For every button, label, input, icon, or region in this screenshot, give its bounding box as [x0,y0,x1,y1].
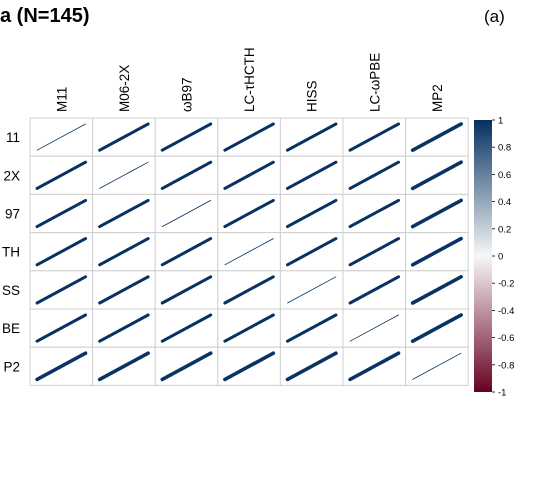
correlation-ellipse [160,275,213,305]
column-label: ωB97 [180,77,195,112]
correlation-ellipse [35,198,88,229]
correlation-ellipse [160,313,213,343]
colorbar-tick-label: -0.4 [498,306,514,317]
column-labels: M11 M06-2X ωB97 LC-τHCTH HISS LC-ωPBE MP2 [54,47,445,112]
column-label: LC-ωPBE [367,53,382,112]
row-labels: 11 2X 97 TH SS BE P2 [2,130,20,374]
correlation-ellipse [410,198,463,229]
correlation-ellipse [348,351,401,382]
correlation-ellipse [36,123,86,151]
colorbar-tick-label: 0.2 [498,224,511,235]
correlation-ellipse [223,198,275,229]
correlation-ellipse [97,351,150,382]
correlation-ellipse [410,313,463,344]
correlation-ellipse [35,351,88,382]
row-label: BE [2,321,20,336]
correlation-ellipse [98,198,150,229]
chart-title: a (N=145) [0,5,90,27]
correlation-ellipse [35,313,88,343]
colorbar-tick-label: 0 [498,252,503,263]
colorbar-gradient [474,120,492,392]
correlation-ellipse [285,313,338,343]
row-label: 2X [3,168,20,183]
row-label: 97 [5,207,20,222]
correlation-ellipse [349,314,399,342]
correlation-ellipse [410,274,463,305]
correlation-ellipse [348,275,401,305]
correlation-ellipse [98,237,150,267]
row-label: SS [2,283,20,298]
matrix-cells [29,117,469,386]
column-label: MP2 [430,84,445,112]
colorbar-tick-label: -1 [498,388,506,399]
colorbar-tick-label: -0.6 [498,333,514,344]
correlation-ellipse [35,160,88,190]
correlation-ellipse [410,160,463,191]
correlation-ellipse [160,160,213,190]
column-label: M06-2X [117,65,132,112]
correlation-ellipse [348,160,401,190]
correlation-ellipse [99,161,149,189]
correlation-ellipse [287,276,337,304]
correlation-ellipse [98,122,150,152]
colorbar: 1 0.8 0.6 0.4 0.2 0 -0.2 -0.4 -0.6 -0.8 -1 [474,116,514,399]
column-label: HISS [305,80,320,112]
colorbar-tick-label: -0.2 [498,279,514,290]
colorbar-tick-label: 1 [498,116,503,127]
correlation-ellipse [223,122,275,152]
row-label: P2 [3,359,20,374]
correlation-ellipse [285,351,338,382]
correlation-ellipse [35,237,88,267]
row-label: TH [2,245,20,260]
correlation-ellipse [410,236,463,267]
correlation-ellipse [223,275,275,305]
correlation-ellipse [348,122,401,152]
correlation-ellipse [35,275,88,305]
correlation-ellipse [348,198,401,229]
correlation-ellipse [160,122,213,152]
correlation-ellipse [285,237,338,267]
correlation-ellipse [98,275,150,305]
correlation-ellipse [160,351,213,382]
correlation-ellipse [161,199,212,228]
colorbar-tick-label: 0.6 [498,170,511,181]
correlation-ellipse [410,122,463,153]
correlation-ellipse [223,351,276,382]
correlation-ellipse [348,237,401,267]
column-label: M11 [54,87,69,112]
colorbar-tick-label: 0.8 [498,143,511,154]
column-label: LC-τHCTH [242,47,257,112]
correlation-ellipse [224,238,274,266]
row-label: 11 [6,130,20,145]
colorbar-tick-label: -0.8 [498,360,514,371]
correlation-ellipse [160,237,213,267]
correlation-ellipse [223,313,275,343]
correlation-ellipse [285,160,338,190]
colorbar-tick-label: 0.4 [498,197,511,208]
panel-label: (a) [484,7,505,26]
correlation-ellipse [223,160,275,190]
correlation-ellipse [285,122,338,152]
correlation-ellipse [285,198,338,229]
correlation-ellipse [412,352,462,380]
correlation-ellipse [98,313,150,343]
